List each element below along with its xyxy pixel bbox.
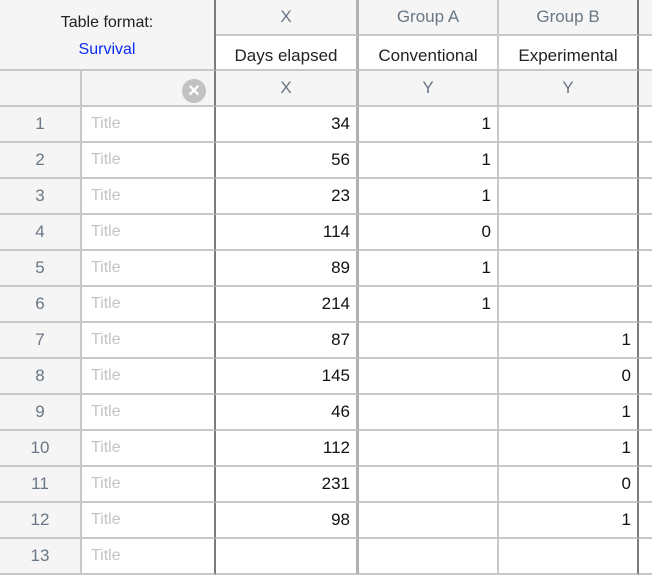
data-cell[interactable]: [639, 467, 652, 503]
table-format-cell[interactable]: Table format: Survival: [0, 0, 216, 71]
data-cell[interactable]: 1: [359, 179, 499, 215]
row-number-header: [0, 71, 82, 107]
row-number: 12: [0, 503, 82, 539]
data-cell[interactable]: 1: [359, 143, 499, 179]
data-cell[interactable]: 0: [359, 215, 499, 251]
data-cell[interactable]: 34: [216, 107, 359, 143]
data-cell[interactable]: [639, 431, 652, 467]
data-cell[interactable]: [639, 539, 652, 575]
row-title-input[interactable]: Title: [82, 251, 216, 287]
row-number: 10: [0, 431, 82, 467]
row-title-input[interactable]: Title: [82, 359, 216, 395]
extra-column-header[interactable]: [639, 0, 652, 36]
row-title-input[interactable]: Title: [82, 179, 216, 215]
row-title-input[interactable]: Title: [82, 467, 216, 503]
data-cell[interactable]: [499, 215, 639, 251]
extra-column-type: [639, 71, 652, 107]
data-cell[interactable]: [639, 323, 652, 359]
data-cell[interactable]: [639, 215, 652, 251]
data-cell[interactable]: [639, 503, 652, 539]
row-title-input[interactable]: Title: [82, 431, 216, 467]
data-cell[interactable]: [639, 179, 652, 215]
data-cell[interactable]: [499, 179, 639, 215]
row-number: 8: [0, 359, 82, 395]
column-title[interactable]: Experimental: [499, 36, 639, 71]
data-cell[interactable]: [639, 359, 652, 395]
data-cell[interactable]: 0: [499, 467, 639, 503]
data-cell[interactable]: [639, 395, 652, 431]
extra-column-title[interactable]: [639, 36, 652, 71]
row-title-input[interactable]: Title: [82, 539, 216, 575]
row-number: 7: [0, 323, 82, 359]
row-title-input[interactable]: Title: [82, 107, 216, 143]
data-cell[interactable]: [499, 143, 639, 179]
data-cell[interactable]: [359, 539, 499, 575]
column-title[interactable]: Days elapsed: [216, 36, 359, 71]
table-format-link[interactable]: Survival: [78, 41, 136, 58]
data-cell[interactable]: 1: [359, 251, 499, 287]
data-cell[interactable]: 56: [216, 143, 359, 179]
data-cell[interactable]: 98: [216, 503, 359, 539]
data-cell[interactable]: [359, 359, 499, 395]
row-number: 11: [0, 467, 82, 503]
row-number: 5: [0, 251, 82, 287]
data-cell[interactable]: [499, 107, 639, 143]
row-number: 9: [0, 395, 82, 431]
data-cell[interactable]: [359, 323, 499, 359]
data-cell[interactable]: [216, 539, 359, 575]
data-cell[interactable]: 1: [359, 107, 499, 143]
data-cell[interactable]: 1: [499, 431, 639, 467]
data-cell[interactable]: [499, 539, 639, 575]
data-cell[interactable]: 114: [216, 215, 359, 251]
column-type-label: Y: [499, 71, 639, 107]
row-title-input[interactable]: Title: [82, 323, 216, 359]
data-cell[interactable]: [359, 467, 499, 503]
column-group-header[interactable]: Group B: [499, 0, 639, 36]
data-cell[interactable]: 23: [216, 179, 359, 215]
column-type-label: Y: [359, 71, 499, 107]
column-group-header[interactable]: X: [216, 0, 359, 36]
data-cell[interactable]: 46: [216, 395, 359, 431]
data-cell[interactable]: 112: [216, 431, 359, 467]
row-number: 1: [0, 107, 82, 143]
row-title-input[interactable]: Title: [82, 287, 216, 323]
data-cell[interactable]: 145: [216, 359, 359, 395]
data-cell[interactable]: [359, 431, 499, 467]
row-number: 4: [0, 215, 82, 251]
data-cell[interactable]: [499, 287, 639, 323]
data-cell[interactable]: 1: [499, 323, 639, 359]
data-cell[interactable]: 1: [359, 287, 499, 323]
row-title-input[interactable]: Title: [82, 503, 216, 539]
data-cell[interactable]: 0: [499, 359, 639, 395]
row-number: 13: [0, 539, 82, 575]
data-cell[interactable]: [639, 287, 652, 323]
column-group-header[interactable]: Group A: [359, 0, 499, 36]
row-title-input[interactable]: Title: [82, 143, 216, 179]
row-title-input[interactable]: Title: [82, 215, 216, 251]
data-cell[interactable]: 1: [499, 503, 639, 539]
data-cell[interactable]: 87: [216, 323, 359, 359]
data-cell[interactable]: 231: [216, 467, 359, 503]
data-cell[interactable]: [499, 251, 639, 287]
data-cell[interactable]: 1: [499, 395, 639, 431]
data-cell[interactable]: 214: [216, 287, 359, 323]
data-cell[interactable]: [359, 503, 499, 539]
data-cell[interactable]: [359, 395, 499, 431]
row-number: 3: [0, 179, 82, 215]
column-title[interactable]: Conventional: [359, 36, 499, 71]
data-cell[interactable]: [639, 143, 652, 179]
data-cell[interactable]: 89: [216, 251, 359, 287]
row-title-input[interactable]: Title: [82, 395, 216, 431]
row-number: 2: [0, 143, 82, 179]
data-cell[interactable]: [639, 251, 652, 287]
row-number: 6: [0, 287, 82, 323]
table-format-label: Table format:: [60, 14, 154, 31]
column-type-label: X: [216, 71, 359, 107]
clear-x-circle-icon[interactable]: ×: [182, 79, 206, 103]
data-cell[interactable]: [639, 107, 652, 143]
